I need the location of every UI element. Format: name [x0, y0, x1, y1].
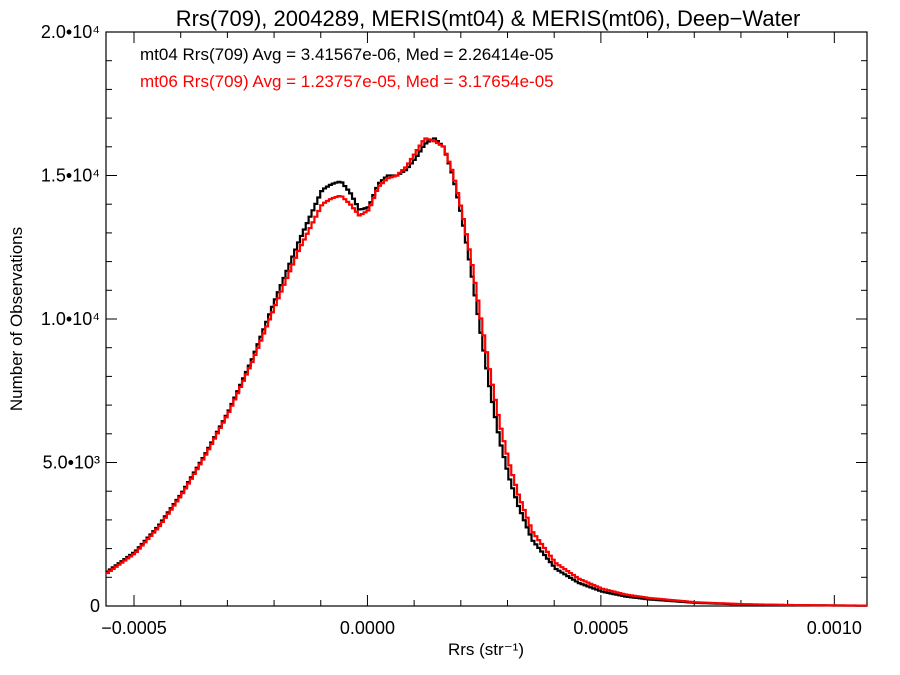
legend: mt04 Rrs(709) Avg = 3.41567e-06, Med = 2…	[140, 45, 554, 91]
legend-entry-mt06: mt06 Rrs(709) Avg = 1.23757e-05, Med = 3…	[140, 72, 554, 91]
y-tick-label: 1.5•10⁴	[41, 166, 100, 186]
x-tick-label: 0.0010	[807, 618, 862, 638]
legend-entry-mt04: mt04 Rrs(709) Avg = 3.41567e-06, Med = 2…	[140, 45, 554, 64]
chart-title: Rrs(709), 2004289, MERIS(mt04) & MERIS(m…	[176, 6, 801, 31]
series-layer	[106, 137, 867, 607]
axis-ticks: −0.0005 0.0000 0.0005 0.0010 0 5.0•10³ 1.0•10⁴…	[41, 22, 867, 638]
y-tick-label: 0	[90, 596, 100, 616]
x-tick-label: 0.0000	[340, 618, 395, 638]
y-tick-label: 2.0•10⁴	[41, 22, 100, 42]
x-axis-label: Rrs (str⁻¹)	[448, 640, 524, 659]
y-tick-label: 1.0•10⁴	[41, 309, 100, 329]
x-tick-label: 0.0005	[573, 618, 628, 638]
series-mt06-line	[106, 137, 867, 607]
x-tick-label: −0.0005	[101, 618, 167, 638]
y-axis-label: Number of Observations	[7, 227, 26, 411]
y-tick-label: 5.0•10³	[43, 453, 100, 473]
series-mt04-line	[106, 137, 867, 607]
plot-frame	[105, 31, 868, 607]
